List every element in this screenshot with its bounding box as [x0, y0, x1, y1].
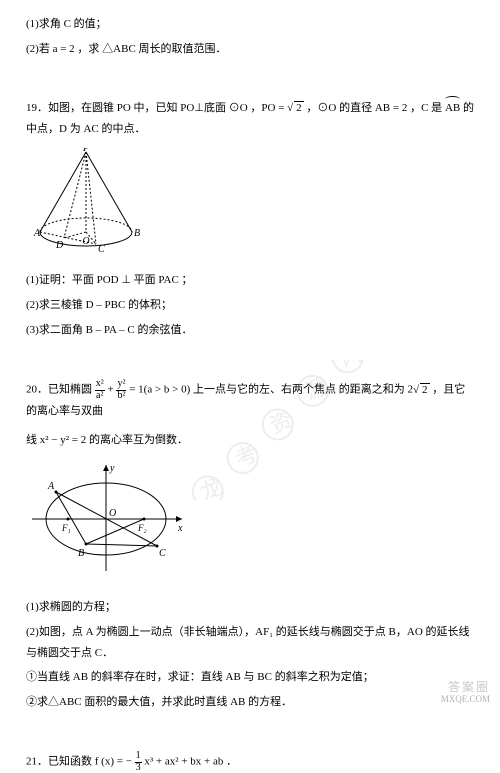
fraction-icon: 13 [135, 751, 142, 773]
q20-p2b-text: ②求△ABC 面积的最大值，并求此时直线 AB 的方程． [26, 696, 292, 708]
q20-f1n: x² [95, 379, 105, 391]
arc-icon: AB [445, 98, 460, 119]
q20-f1d: a² [95, 391, 105, 402]
ellipse-figure: y x O A B C F₁ F₂ [26, 459, 474, 587]
q20-p2a: ①当直线 AB 的斜率存在时，求证：直线 AB 与 BC 的斜率之积为定值； [26, 667, 474, 688]
q21-fd: 3 [135, 763, 142, 773]
q19-p3-text: (3)求二面角 B – PA – C 的余弦值． [26, 324, 192, 336]
q18-part2: (2)若 a = 2 ，求 △ABC 周长的取值范围． [26, 39, 474, 60]
svg-text:y: y [109, 463, 115, 474]
ellipse-svg: y x O A B C F₁ F₂ [26, 459, 186, 579]
svg-text:F₁: F₁ [61, 523, 71, 533]
svg-text:F₂: F₂ [137, 523, 147, 533]
q20-p2-text: (2)如图，点 A 为椭圆上一动点（非长轴端点），AF₁ 的延长线与椭圆交于点 … [26, 626, 470, 659]
svg-text:D: D [55, 240, 64, 251]
q18-part1: (1)求角 C 的值； [26, 14, 474, 35]
svg-text:C: C [159, 548, 166, 559]
q20-f2d: b² [116, 391, 126, 402]
cone-svg: P A B O C D [26, 148, 146, 253]
q20-root: 2 [420, 383, 430, 396]
q18-p2-post: 周长的取值范围． [136, 43, 227, 55]
q20-f2n: y² [116, 379, 126, 391]
sqrt-icon: 2 [413, 380, 430, 401]
q20-eq1: = 1(a > b > 0) 上一点与它的左、右两个焦点 [129, 384, 336, 396]
q19-p1-text: (1)证明：平面 POD ⊥ 平面 PAC ； [26, 274, 193, 286]
svg-text:P: P [82, 148, 89, 154]
q21-fn: 1 [135, 751, 142, 763]
footer-line2: MXQE.COM [441, 694, 490, 705]
q19-mid: ，⊙O 的直径 AB = 2 ，C 是 [304, 102, 445, 114]
q19-p2: (2)求三棱锥 D – PBC 的体积； [26, 295, 474, 316]
svg-text:O: O [109, 508, 116, 519]
q20-line2: 线 x² − y² = 2 的离心率互为倒数． [26, 434, 188, 446]
q19-po-val: 2 [294, 101, 304, 114]
q20-p2: (2)如图，点 A 为椭圆上一动点（非长轴端点），AF₁ 的延长线与椭圆交于点 … [26, 622, 474, 664]
q20-mid: 的距离之和为 2 [339, 384, 413, 396]
svg-text:x: x [177, 523, 183, 534]
svg-text:A: A [47, 481, 55, 492]
q20-plus: + [108, 384, 117, 396]
svg-text:C: C [98, 244, 105, 253]
q21-post: x³ + ax² + bx + ab ． [144, 756, 237, 768]
q19-pre: 19．如图，在圆锥 PO 中，已知 PO⊥底面 ⊙O ，PO = [26, 102, 287, 114]
svg-text:B: B [78, 548, 84, 559]
cone-figure: P A B O C D [26, 148, 474, 261]
q20-stem-line2: 线 x² − y² = 2 的离心率互为倒数． [26, 430, 474, 451]
q18-p2-pre: (2)若 a = 2 ，求 [26, 43, 102, 55]
q19-p1: (1)证明：平面 POD ⊥ 平面 PAC ； [26, 270, 474, 291]
fraction-icon: y²b² [116, 379, 126, 401]
q19-p3: (3)求二面角 B – PA – C 的余弦值． [26, 320, 474, 341]
q18-p1-text: (1)求角 C 的值； [26, 18, 107, 30]
svg-text:A: A [33, 228, 41, 239]
q21-pre: 21．已知函数 f (x) = − [26, 756, 135, 768]
q20-p2b: ②求△ABC 面积的最大值，并求此时直线 AB 的方程． [26, 692, 474, 713]
svg-text:O: O [82, 236, 89, 247]
q21-stem: 21．已知函数 f (x) = − 13 x³ + ax² + bx + ab … [26, 751, 474, 773]
svg-text:B: B [134, 228, 140, 239]
q20-pre: 20．已知椭圆 [26, 384, 95, 396]
q18-p2-tri: △ABC [102, 43, 136, 55]
q20-stem: 20．已知椭圆 x²a² + y²b² = 1(a > b > 0) 上一点与它… [26, 379, 474, 422]
q19-arc: AB [445, 102, 460, 114]
q20-p2a-text: ①当直线 AB 的斜率存在时，求证：直线 AB 与 BC 的斜率之积为定值； [26, 671, 374, 683]
footer-line1: 答案圈 [441, 680, 490, 694]
q20-p1-text: (1)求椭圆的方程； [26, 601, 116, 613]
q19-p2-text: (2)求三棱锥 D – PBC 的体积； [26, 299, 172, 311]
q19-stem: 19．如图，在圆锥 PO 中，已知 PO⊥底面 ⊙O ，PO = 2 ，⊙O 的… [26, 98, 474, 140]
q20-p1: (1)求椭圆的方程； [26, 597, 474, 618]
sqrt-icon: 2 [287, 98, 304, 119]
fraction-icon: x²a² [95, 379, 105, 401]
footer-watermark: 答案圈 MXQE.COM [441, 680, 490, 705]
